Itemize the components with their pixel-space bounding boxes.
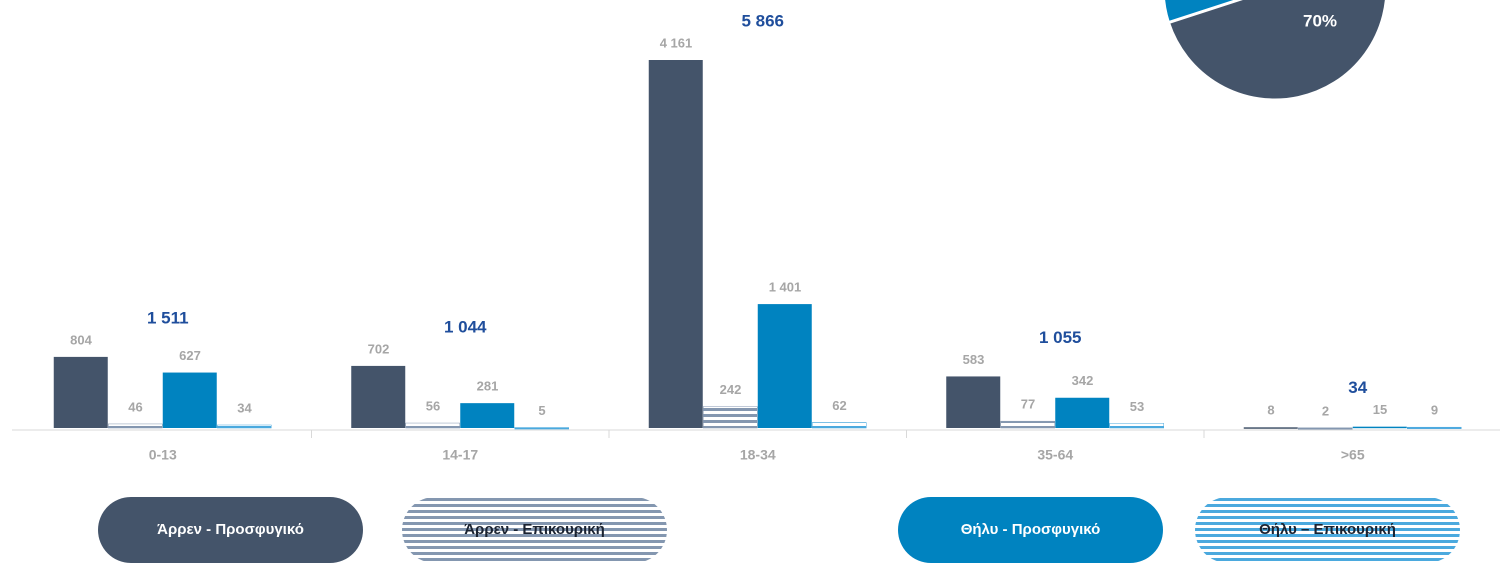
total-label: 1 511 (147, 308, 189, 327)
value-label: 583 (963, 352, 985, 367)
bar (1243, 427, 1298, 429)
value-label: 5 (538, 403, 545, 418)
bar (53, 356, 108, 428)
value-label: 8 (1267, 403, 1274, 418)
x-tick-label: 35-64 (1037, 447, 1073, 463)
legend-pill (898, 497, 1163, 563)
value-label: 56 (426, 398, 440, 413)
value-label: 281 (477, 379, 499, 394)
bar (1000, 420, 1055, 429)
bar (460, 403, 515, 428)
value-label: 242 (720, 382, 742, 397)
bar (757, 304, 812, 428)
bar (1298, 427, 1353, 430)
value-label: 1 401 (769, 280, 802, 295)
x-tick-label: 14-17 (442, 447, 478, 463)
total-label: 1 044 (444, 317, 487, 336)
bar (162, 372, 217, 428)
legend-pill (98, 497, 363, 563)
value-label: 15 (1373, 402, 1387, 417)
bar (1055, 397, 1110, 428)
value-label: 46 (128, 399, 142, 414)
bar (108, 423, 163, 429)
value-label: 62 (832, 398, 846, 413)
x-tick-label: >65 (1341, 447, 1365, 463)
value-label: 804 (70, 332, 92, 347)
bar (217, 424, 272, 429)
bar (1352, 426, 1407, 429)
legend-pill (402, 497, 667, 563)
legend-label: Άρρεν - Προσφυγικό (157, 521, 304, 538)
x-tick-label: 18-34 (740, 447, 776, 463)
bar (1109, 423, 1164, 429)
value-label: 9 (1431, 403, 1438, 418)
value-label: 702 (368, 341, 390, 356)
bar (514, 427, 569, 430)
bar (351, 365, 406, 428)
value-label: 342 (1072, 373, 1094, 388)
total-label: 5 866 (741, 11, 784, 30)
total-label: 1 055 (1039, 328, 1082, 347)
value-label: 4 161 (660, 35, 693, 50)
value-label: 627 (179, 348, 201, 363)
pie-slice (1166, 0, 1388, 102)
bar (1407, 426, 1462, 429)
bar (648, 60, 703, 428)
value-label: 2 (1322, 403, 1329, 418)
legend-pill (1195, 497, 1460, 563)
x-tick-label: 0-13 (149, 447, 177, 463)
bar (812, 422, 867, 429)
value-label: 77 (1021, 397, 1035, 412)
bar (703, 406, 758, 429)
bar (405, 422, 460, 429)
total-label: 34 (1348, 378, 1367, 397)
pie-label: 70% (1303, 11, 1337, 30)
value-label: 34 (237, 400, 252, 415)
legend-label: Θήλυ - Προσφυγικό (961, 521, 1101, 538)
legend-label: Άρρεν - Επικουρική (464, 521, 605, 538)
legend-label: Θήλυ – Επικουρική (1259, 521, 1396, 538)
value-label: 53 (1130, 399, 1144, 414)
bar (946, 376, 1001, 428)
